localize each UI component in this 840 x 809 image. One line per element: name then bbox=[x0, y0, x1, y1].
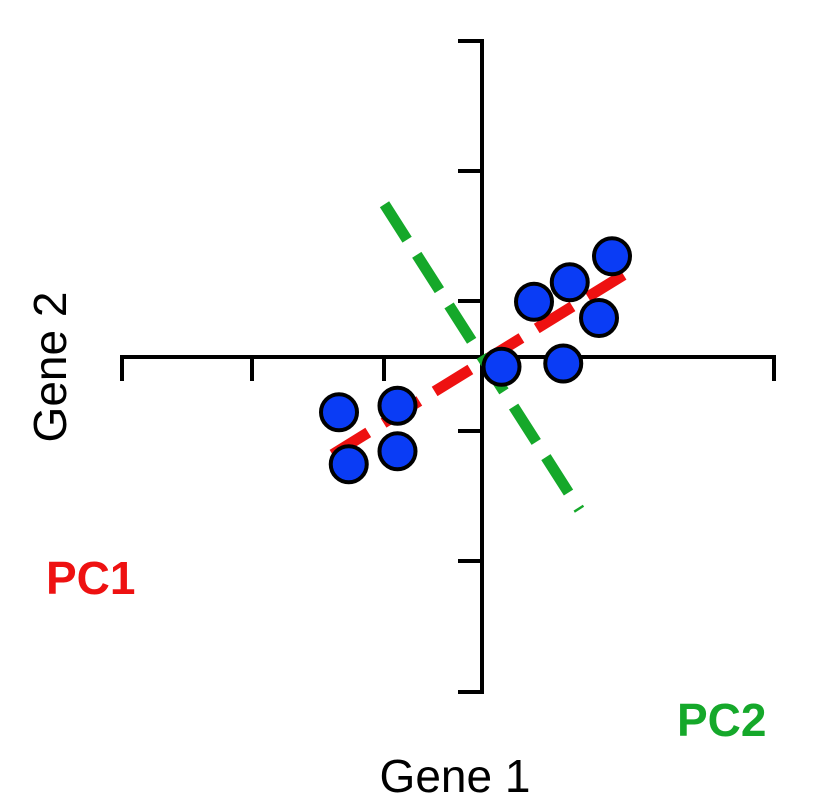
axes bbox=[120, 39, 776, 694]
labels: Gene 1 Gene 2 PC1 PC2 bbox=[24, 292, 766, 802]
data-point bbox=[319, 392, 359, 433]
pc2-line bbox=[379, 201, 585, 513]
principal-component-lines bbox=[329, 201, 641, 513]
data-point bbox=[377, 385, 418, 426]
data-point bbox=[579, 298, 619, 338]
data-points bbox=[319, 236, 632, 485]
pc1-label: PC1 bbox=[46, 552, 135, 604]
pc2-label: PC2 bbox=[677, 694, 766, 746]
y-axis-label: Gene 2 bbox=[24, 292, 76, 443]
data-point bbox=[592, 236, 632, 277]
x-axis-label: Gene 1 bbox=[380, 750, 531, 802]
data-point bbox=[514, 281, 554, 322]
data-point bbox=[328, 444, 369, 485]
data-point bbox=[543, 343, 584, 384]
data-point bbox=[377, 431, 418, 472]
data-point bbox=[549, 262, 590, 303]
data-point bbox=[481, 346, 522, 387]
